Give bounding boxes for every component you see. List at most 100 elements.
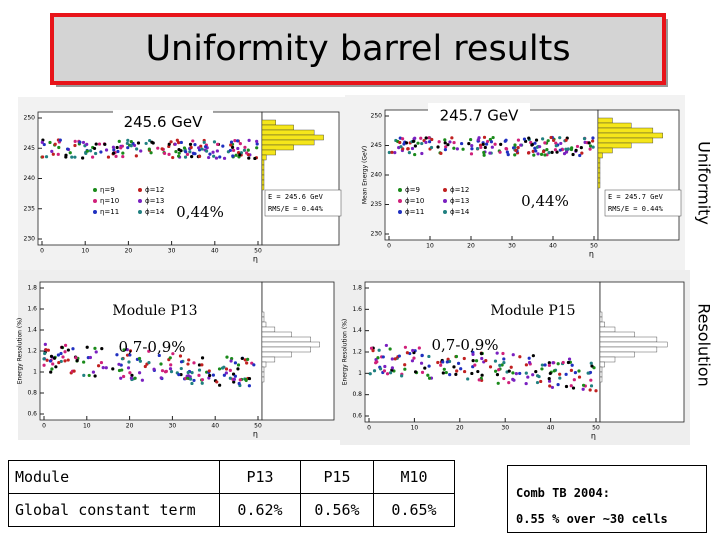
decor-dot [493, 359, 498, 363]
y-tick-label: 250 [371, 113, 383, 120]
decor-dot [238, 378, 242, 382]
decor-dot [82, 373, 86, 378]
decor-dot [232, 380, 236, 384]
decor-dot [439, 151, 443, 155]
decor-dot [547, 150, 551, 155]
decor-dot [242, 148, 247, 152]
decor-dot [427, 136, 431, 140]
decor-dot [538, 145, 542, 149]
decor-dot [571, 152, 575, 157]
decor-dot [50, 367, 54, 371]
plot-label: 245.7 GeV [440, 107, 520, 125]
decor-dot [411, 348, 415, 353]
decor-dot [252, 363, 256, 367]
decor-dot [570, 363, 574, 367]
decor-dot [378, 367, 383, 371]
decor-dot [231, 372, 236, 376]
decor-dot [474, 359, 479, 363]
decor-dot [463, 369, 467, 374]
decor-dot [498, 150, 502, 154]
decor-dot [491, 135, 495, 140]
decor-dot [103, 142, 107, 146]
decor-dot [524, 371, 528, 375]
x-tick-label: 10 [411, 425, 419, 432]
decor-dot [115, 145, 119, 150]
decor-dot [533, 141, 537, 145]
decor-dot [575, 144, 580, 149]
decor-dot [416, 141, 420, 145]
decor-dot [139, 149, 143, 153]
decor-dot [184, 150, 188, 154]
decor-dot [207, 369, 211, 373]
decor-dot [100, 346, 104, 351]
decor-dot [428, 140, 432, 144]
x-tick-label: 0 [367, 425, 371, 432]
decor-dot [437, 140, 441, 144]
decor-dot [231, 154, 235, 158]
decor-dot [122, 374, 126, 379]
decor-dot [419, 136, 423, 140]
decor-dot [497, 368, 501, 372]
decor-dot [234, 153, 238, 157]
decor-dot [566, 147, 570, 151]
decor-dot [488, 151, 492, 155]
decor-dot [401, 137, 405, 141]
x-tick-label: 20 [467, 243, 475, 250]
y-tick-label: 230 [24, 236, 36, 243]
decor-dot [534, 138, 539, 142]
decor-dot [177, 147, 181, 152]
decor-dot [125, 348, 129, 352]
decor-dot [212, 154, 216, 158]
decor-dot [402, 142, 406, 146]
decor-dot [371, 348, 375, 353]
plot-label: Module P13 [112, 303, 197, 319]
decor-dot [495, 373, 500, 377]
decor-dot [137, 356, 142, 361]
decor-dot [420, 141, 424, 146]
decor-dot [591, 139, 595, 143]
decor-dot [441, 360, 445, 364]
decor-dot [176, 141, 181, 145]
decor-dot [476, 138, 480, 142]
decor-dot [177, 373, 181, 377]
decor-dot [200, 147, 204, 151]
decor-dot [476, 369, 480, 374]
hist-bar [597, 127, 654, 134]
decor-dot [554, 141, 558, 145]
decor-dot [215, 380, 219, 384]
x-tick-label: 0 [387, 243, 391, 250]
decor-dot [532, 153, 536, 157]
decor-dot [569, 368, 574, 372]
decor-dot [244, 377, 248, 382]
decor-dot [407, 150, 412, 155]
decor-dot [552, 369, 556, 373]
stats-line: RMS/E = 0.44% [608, 205, 664, 213]
decor-dot [427, 376, 432, 380]
decor-dot [56, 353, 60, 357]
y-tick-label: 1.4 [27, 327, 37, 334]
decor-dot [535, 380, 540, 385]
legend-marker [93, 188, 97, 192]
x-tick-label: 30 [168, 248, 176, 255]
decor-dot [471, 352, 475, 357]
decor-dot [473, 363, 477, 367]
x-tick-label: 0 [40, 248, 44, 255]
decor-dot [228, 368, 232, 372]
decor-dot [548, 384, 552, 388]
decor-dot [537, 374, 541, 379]
decor-dot [482, 135, 487, 139]
x-axis-label: η [591, 432, 596, 441]
decor-dot [483, 145, 487, 150]
decor-dot [526, 151, 531, 155]
decor-dot [218, 155, 222, 159]
decor-dot [246, 148, 250, 152]
cell: 0.62% [219, 493, 301, 527]
decor-dot [466, 377, 470, 381]
decor-dot [128, 353, 132, 357]
decor-dot [469, 152, 474, 156]
decor-dot [455, 147, 459, 151]
hist-bar [261, 371, 265, 378]
decor-dot [164, 369, 168, 374]
decor-dot [470, 371, 474, 376]
decor-dot [162, 151, 167, 155]
